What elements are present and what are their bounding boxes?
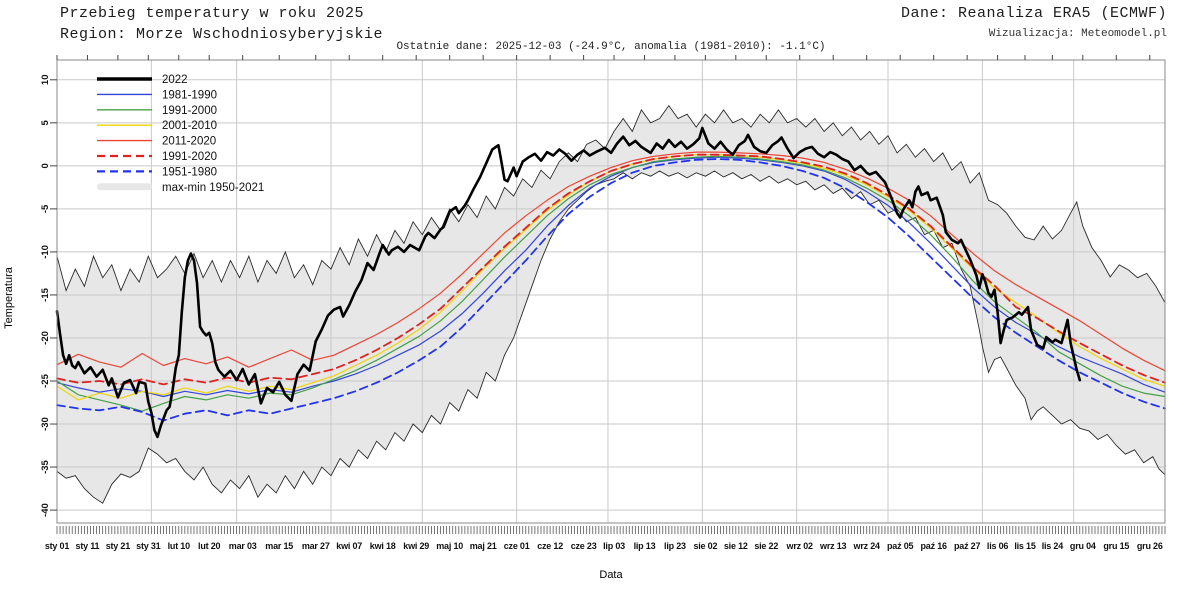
y-tick-label: -40 [40, 503, 51, 517]
x-tick-label: sty 21 [106, 541, 131, 551]
series-2011-2020-line [56, 151, 1166, 372]
x-tick-label: wrz 13 [819, 541, 847, 551]
x-axis-label: Data [599, 569, 623, 581]
x-tick-label: maj 21 [470, 541, 497, 551]
y-tick-label: -15 [40, 287, 51, 301]
x-tick-label: paź 16 [920, 541, 947, 551]
y-tick-label: -20 [40, 331, 51, 345]
x-tick-label: lip 23 [664, 541, 686, 551]
y-tick-label: -25 [40, 373, 51, 387]
x-tick-label: lut 10 [168, 541, 191, 551]
x-tick-label: gru 26 [1137, 541, 1163, 551]
legend-label: 1991-2020 [162, 151, 217, 163]
x-tick-label: lip 03 [603, 541, 625, 551]
last-data-status: Ostatnie dane: 2025-12-03 (-24.9°C, anom… [396, 41, 826, 53]
plot-frame [56, 59, 1166, 524]
series-2022-line [55, 126, 1082, 439]
y-tick-label: 5 [40, 119, 51, 125]
x-tick-label: sty 01 [45, 541, 70, 551]
x-tick-label: wrz 02 [786, 541, 814, 551]
x-tick-label: sie 02 [693, 541, 717, 551]
x-tick-label: lut 20 [198, 541, 221, 551]
x-tick-label: sie 12 [724, 541, 748, 551]
x-tick-label: mar 27 [302, 541, 330, 551]
x-tick-label: cze 12 [537, 541, 563, 551]
series-1991-2020-line [56, 153, 1166, 386]
x-tick-label: sty 11 [76, 541, 100, 551]
band-max-line [56, 104, 1166, 303]
legend-label: 1981-1990 [162, 89, 217, 101]
visualization-credit: Wizualizacja: Meteomodel.pl [988, 28, 1167, 40]
series-1951-1980-line [56, 158, 1166, 422]
y-tick-label: -35 [40, 459, 51, 473]
legend-band-swatch [97, 183, 152, 191]
x-tick-label: lip 13 [634, 541, 656, 551]
x-tick-label: cze 23 [571, 541, 597, 551]
x-tick-label: mar 03 [229, 541, 257, 551]
x-tick-label: gru 15 [1103, 541, 1129, 551]
legend-label: 1991-2000 [162, 105, 217, 117]
series-1981-1990-line [56, 156, 1166, 398]
y-tick-label: -5 [40, 204, 51, 213]
x-tick-label: maj 10 [436, 541, 463, 551]
page-title: Przebieg temperatury w roku 2025 [60, 5, 365, 22]
x-tick-label: mar 15 [265, 541, 293, 551]
x-tick-label: lis 15 [1014, 541, 1036, 551]
x-tick-label: kwi 18 [370, 541, 396, 551]
x-tick-label: sie 22 [754, 541, 778, 551]
legend-label: 1951-1980 [162, 166, 217, 178]
y-tick-label: -10 [40, 245, 51, 259]
legend-label: 2001-2010 [162, 120, 217, 132]
y-tick-label: 0 [40, 163, 51, 168]
y-tick-label: -30 [40, 417, 51, 431]
region-subtitle: Region: Morze Wschodniosyberyjskie [60, 26, 384, 43]
legend-label: 2022 [162, 74, 188, 86]
x-tick-label: sty 31 [136, 541, 161, 551]
band-min-line [56, 170, 1166, 504]
x-tick-label: paź 05 [887, 541, 914, 551]
x-tick-label: cze 01 [504, 541, 530, 551]
x-tick-label: kwi 29 [403, 541, 429, 551]
x-tick-label: lis 24 [1042, 541, 1064, 551]
data-source-label: Dane: Reanaliza ERA5 (ECMWF) [900, 5, 1167, 22]
legend-label: max-min 1950-2021 [162, 182, 264, 194]
x-tick-label: paź 27 [954, 541, 981, 551]
x-tick-label: lis 06 [987, 541, 1009, 551]
x-tick-label: gru 04 [1070, 541, 1096, 551]
x-tick-label: kwi 07 [336, 541, 362, 551]
legend-label: 2011-2020 [162, 136, 216, 148]
y-tick-label: 10 [40, 75, 51, 86]
x-tick-label: wrz 24 [853, 541, 881, 551]
